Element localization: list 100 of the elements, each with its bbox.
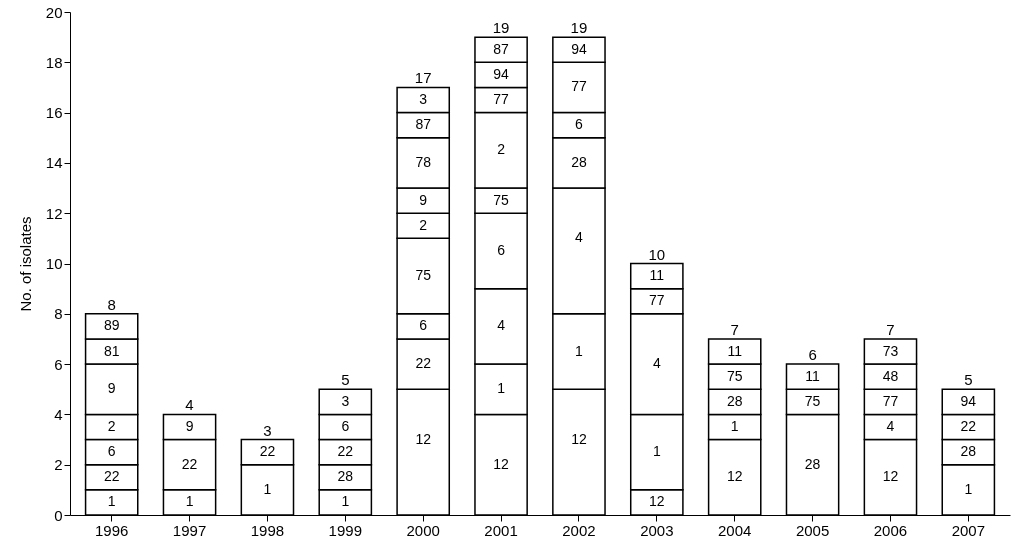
annotation: 1 [730, 417, 739, 434]
total-label: 6 [808, 346, 817, 364]
annotation: 11 [727, 342, 743, 359]
x-tick-label: 2006 [873, 521, 908, 539]
annotation: 12 [882, 468, 899, 485]
annotation: 22 [960, 417, 977, 434]
annotation: 11 [805, 367, 821, 384]
annotation: 28 [571, 153, 587, 170]
y-tick-label: 12 [45, 204, 63, 222]
annotation: 11 [649, 267, 665, 284]
y-tick-label: 16 [45, 104, 63, 122]
total-label: 19 [492, 19, 510, 37]
annotation: 1 [341, 493, 350, 510]
annotation: 94 [571, 40, 587, 57]
annotation: 77 [882, 392, 899, 409]
annotation: 3 [419, 91, 428, 108]
y-tick-label: 8 [54, 305, 63, 323]
annotation: 12 [415, 430, 432, 447]
annotation: 22 [259, 443, 276, 460]
annotation: 3 [341, 392, 350, 409]
y-tick-label: 14 [45, 154, 63, 172]
y-tick-label: 0 [54, 506, 63, 524]
annotation: 2 [419, 216, 428, 233]
annotation: 1 [263, 480, 272, 497]
total-label: 17 [414, 69, 432, 87]
annotation: 12 [493, 455, 510, 472]
x-tick-label: 2001 [484, 521, 518, 539]
annotation: 12 [649, 493, 665, 510]
annotation: 28 [726, 392, 743, 409]
annotation: 1 [964, 480, 973, 497]
total-label: 3 [263, 421, 272, 439]
y-tick-label: 18 [45, 53, 63, 71]
annotation: 48 [882, 367, 899, 384]
annotation: 12 [726, 468, 743, 485]
x-tick-label: 1999 [328, 521, 362, 539]
annotation: 2 [107, 417, 116, 434]
annotation: 22 [415, 355, 432, 372]
x-tick-label: 1996 [94, 521, 129, 539]
annotation: 12 [571, 430, 587, 447]
annotation: 73 [882, 342, 899, 359]
annotation: 77 [493, 91, 510, 108]
y-axis-title: No. of isolates [16, 216, 34, 312]
annotation: 6 [575, 116, 584, 133]
total-label: 19 [570, 19, 588, 37]
annotation: 28 [337, 468, 354, 485]
annotation: 78 [415, 153, 432, 170]
annotation: 4 [886, 417, 895, 434]
annotation: 6 [497, 241, 506, 258]
annotation: 75 [804, 392, 821, 409]
annotation: 75 [726, 367, 743, 384]
annotation: 75 [493, 191, 510, 208]
annotation: 94 [960, 392, 977, 409]
y-tick-label: 6 [54, 355, 63, 373]
annotation: 9 [107, 380, 116, 397]
x-tick-label: 2003 [640, 521, 674, 539]
annotation: 9 [185, 417, 194, 434]
annotation: 1 [652, 443, 661, 460]
x-tick-label: 1998 [250, 521, 285, 539]
x-tick-label: 2002 [562, 521, 596, 539]
annotation: 2 [497, 141, 506, 158]
total-label: 7 [730, 320, 739, 338]
annotation: 1 [575, 342, 584, 359]
annotation: 28 [804, 455, 821, 472]
annotation: 4 [652, 355, 661, 372]
y-tick-label: 2 [54, 456, 63, 474]
annotation: 87 [493, 40, 510, 57]
x-tick-label: 1997 [172, 521, 207, 539]
annotation: 1 [107, 493, 116, 510]
annotation: 89 [103, 317, 120, 334]
annotation: 22 [181, 455, 198, 472]
total-label: 5 [341, 371, 350, 389]
annotation: 22 [337, 443, 354, 460]
y-tick-label: 10 [45, 255, 63, 272]
annotation: 1 [497, 380, 506, 397]
annotation: 94 [493, 65, 510, 82]
total-label: 7 [886, 320, 895, 338]
y-tick-label: 4 [54, 405, 63, 423]
x-tick-label: 2000 [406, 521, 440, 539]
annotation: 6 [107, 443, 116, 460]
x-tick-label: 2007 [951, 521, 986, 539]
x-tick-label: 2004 [718, 521, 752, 539]
total-label: 5 [964, 371, 973, 389]
annotation: 6 [419, 317, 428, 334]
annotation: 75 [415, 267, 432, 284]
y-tick-label: 20 [45, 3, 63, 21]
annotation: 9 [419, 191, 428, 208]
annotation: 22 [103, 468, 120, 485]
total-label: 4 [185, 396, 194, 414]
annotation: 1 [185, 493, 194, 510]
annotation: 4 [497, 317, 506, 334]
annotation: 87 [415, 116, 432, 133]
total-label: 8 [107, 295, 116, 313]
total-label: 10 [648, 245, 666, 263]
annotation: 28 [960, 443, 977, 460]
annotation: 77 [649, 292, 665, 309]
annotation: 6 [341, 417, 350, 434]
annotation: 81 [103, 342, 120, 359]
annotation: 77 [571, 78, 587, 95]
annotation: 4 [575, 229, 584, 246]
x-tick-label: 2005 [795, 521, 830, 539]
